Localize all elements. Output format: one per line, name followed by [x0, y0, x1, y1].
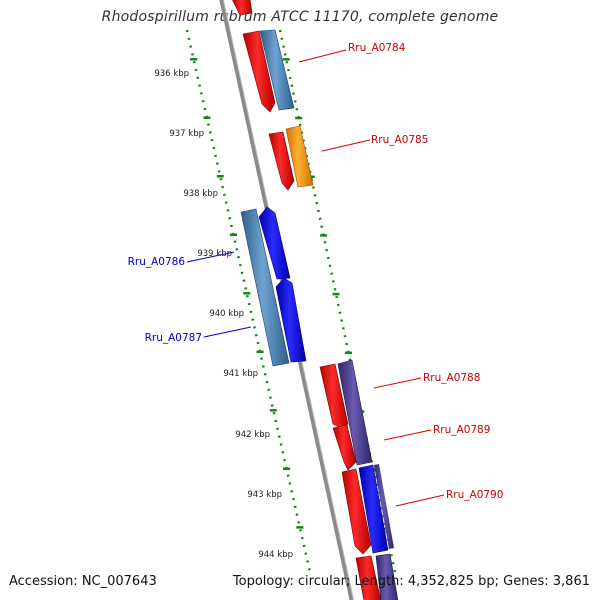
leader-rru-a0786 [186, 251, 235, 263]
leader-rru-a0788 [373, 377, 422, 389]
leader-rru-a0787 [203, 326, 252, 338]
scale-label: 939 kbp [197, 249, 232, 259]
leader-rru-a0784 [298, 49, 347, 63]
scale-label: 944 kbp [258, 550, 293, 560]
scale-label: 938 kbp [183, 189, 218, 199]
scale-label: 942 kbp [235, 430, 270, 440]
genome-summary-text: Topology: circular; Length: 4,352,825 bp… [232, 574, 590, 589]
gene-red-top-partial[interactable] [232, 0, 253, 16]
gene-label-rru-a0790[interactable]: Rru_A0790 [446, 489, 503, 501]
gene-orange-block[interactable] [285, 125, 314, 188]
scale-label: 937 kbp [169, 129, 204, 139]
scale-label: 936 kbp [154, 69, 189, 79]
gene-label-rru-a0785[interactable]: Rru_A0785 [371, 134, 428, 146]
scale-label: 940 kbp [209, 309, 244, 319]
gene-rru-a0790-arrow[interactable] [341, 468, 372, 555]
leader-rru-a0785 [321, 139, 371, 152]
scale-label: 941 kbp [223, 369, 258, 379]
gene-purple-block-1[interactable] [337, 359, 373, 466]
gene-label-rru-a0787[interactable]: Rru_A0787 [145, 332, 202, 344]
gene-label-rru-a0788[interactable]: Rru_A0788 [423, 372, 480, 384]
gene-rru-a0786-arrow[interactable] [258, 206, 291, 280]
gene-label-rru-a0786[interactable]: Rru_A0786 [128, 256, 186, 268]
gene-rru-a0785-arrow[interactable] [268, 131, 295, 191]
gene-label-rru-a0784[interactable]: Rru_A0784 [348, 42, 406, 54]
gene-steelblue-block-top[interactable] [259, 29, 295, 111]
leader-rru-a0789 [383, 429, 432, 441]
gene-purple-block-2[interactable] [375, 553, 399, 600]
map-title: Rhodospirillum rubrum ATCC 11170, comple… [101, 9, 499, 25]
gene-blue-block-bottom[interactable] [358, 464, 389, 554]
gene-rru-a0789-arrow[interactable] [332, 424, 357, 471]
leader-rru-a0790 [395, 494, 445, 507]
gene-steelblue-block-long[interactable] [240, 208, 290, 367]
gene-red-bottom-arrow[interactable] [355, 555, 382, 600]
gene-rru-a0787-arrow[interactable] [275, 277, 307, 363]
gene-purple-sliver [374, 464, 394, 549]
scale-label: 943 kbp [247, 490, 282, 500]
gene-rru-a0784-arrow[interactable] [242, 30, 276, 113]
gene-label-rru-a0789[interactable]: Rru_A0789 [433, 424, 490, 436]
accession-text: Accession: NC_007643 [9, 574, 157, 589]
